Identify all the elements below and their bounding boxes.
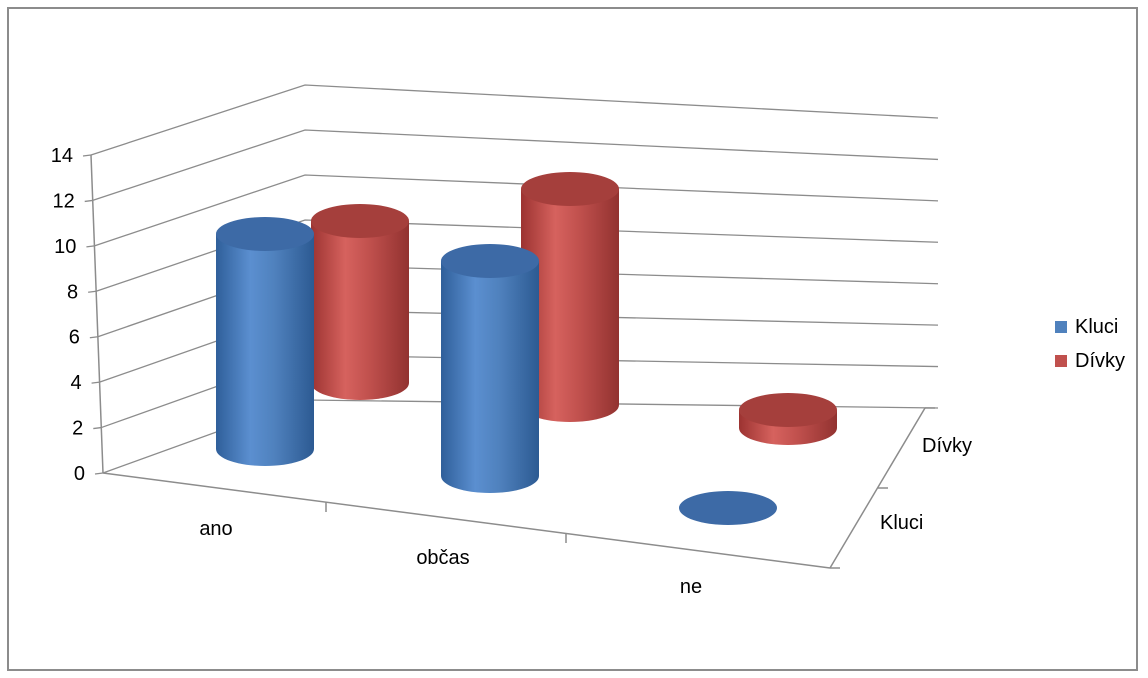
bar-kluci-ne — [679, 491, 777, 525]
bar-kluci-obcas — [441, 244, 539, 493]
y-tick-label: 10 — [54, 236, 76, 258]
legend-item-kluci: Kluci — [1055, 310, 1125, 344]
legend: Kluci Dívky — [1055, 310, 1125, 378]
legend-label-divky: Dívky — [1075, 349, 1125, 372]
legend-label-kluci: Kluci — [1075, 315, 1119, 338]
y-tick-label: 8 — [67, 281, 78, 303]
bar-divky-obcas — [521, 172, 619, 422]
x-category-label: občas — [416, 547, 469, 569]
x-category-label: ano — [199, 518, 232, 540]
bar-kluci-ano — [216, 217, 314, 466]
legend-swatch-divky — [1055, 355, 1067, 367]
gridline — [95, 219, 939, 292]
gridline — [90, 84, 939, 156]
gridline — [92, 129, 939, 202]
y-tick-label: 12 — [52, 190, 74, 212]
y-tick-label: 4 — [70, 372, 81, 394]
bar-divky-ne — [739, 393, 837, 445]
x-category-label: ne — [680, 576, 702, 598]
depth-category-label: Dívky — [922, 435, 972, 457]
depth-category-label: Kluci — [880, 512, 923, 534]
y-tick-label: 14 — [51, 145, 73, 167]
y-tick-label: 6 — [69, 327, 80, 349]
y-tick-label: 2 — [72, 418, 83, 440]
y-tick-label: 0 — [74, 463, 85, 485]
legend-swatch-kluci — [1055, 321, 1067, 333]
gridline — [94, 174, 939, 247]
bar-divky-ano — [311, 204, 409, 400]
legend-item-divky: Dívky — [1055, 344, 1125, 378]
